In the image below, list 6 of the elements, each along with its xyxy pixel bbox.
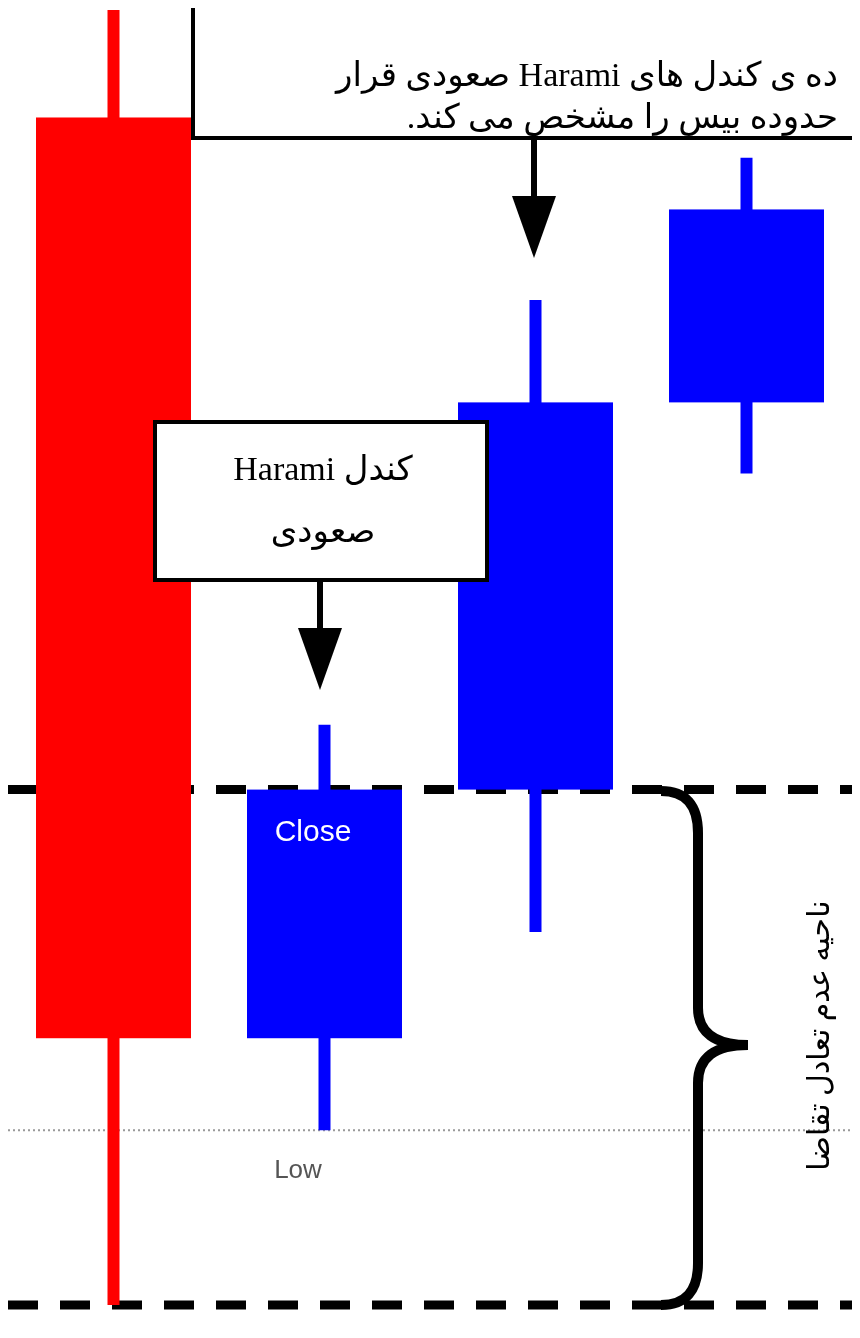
annotation: Low xyxy=(273,1154,323,1185)
annotation: کندل Harami صعودی xyxy=(232,449,414,552)
annotation: ده ی کندل های Harami صعودی قرار xyxy=(333,55,838,94)
annotation: ناحیه عدم تعادل تقاضا xyxy=(800,899,836,1173)
annotation: Close xyxy=(273,814,353,848)
annotation: حدوده بیس را مشخص می کند. xyxy=(405,97,838,136)
